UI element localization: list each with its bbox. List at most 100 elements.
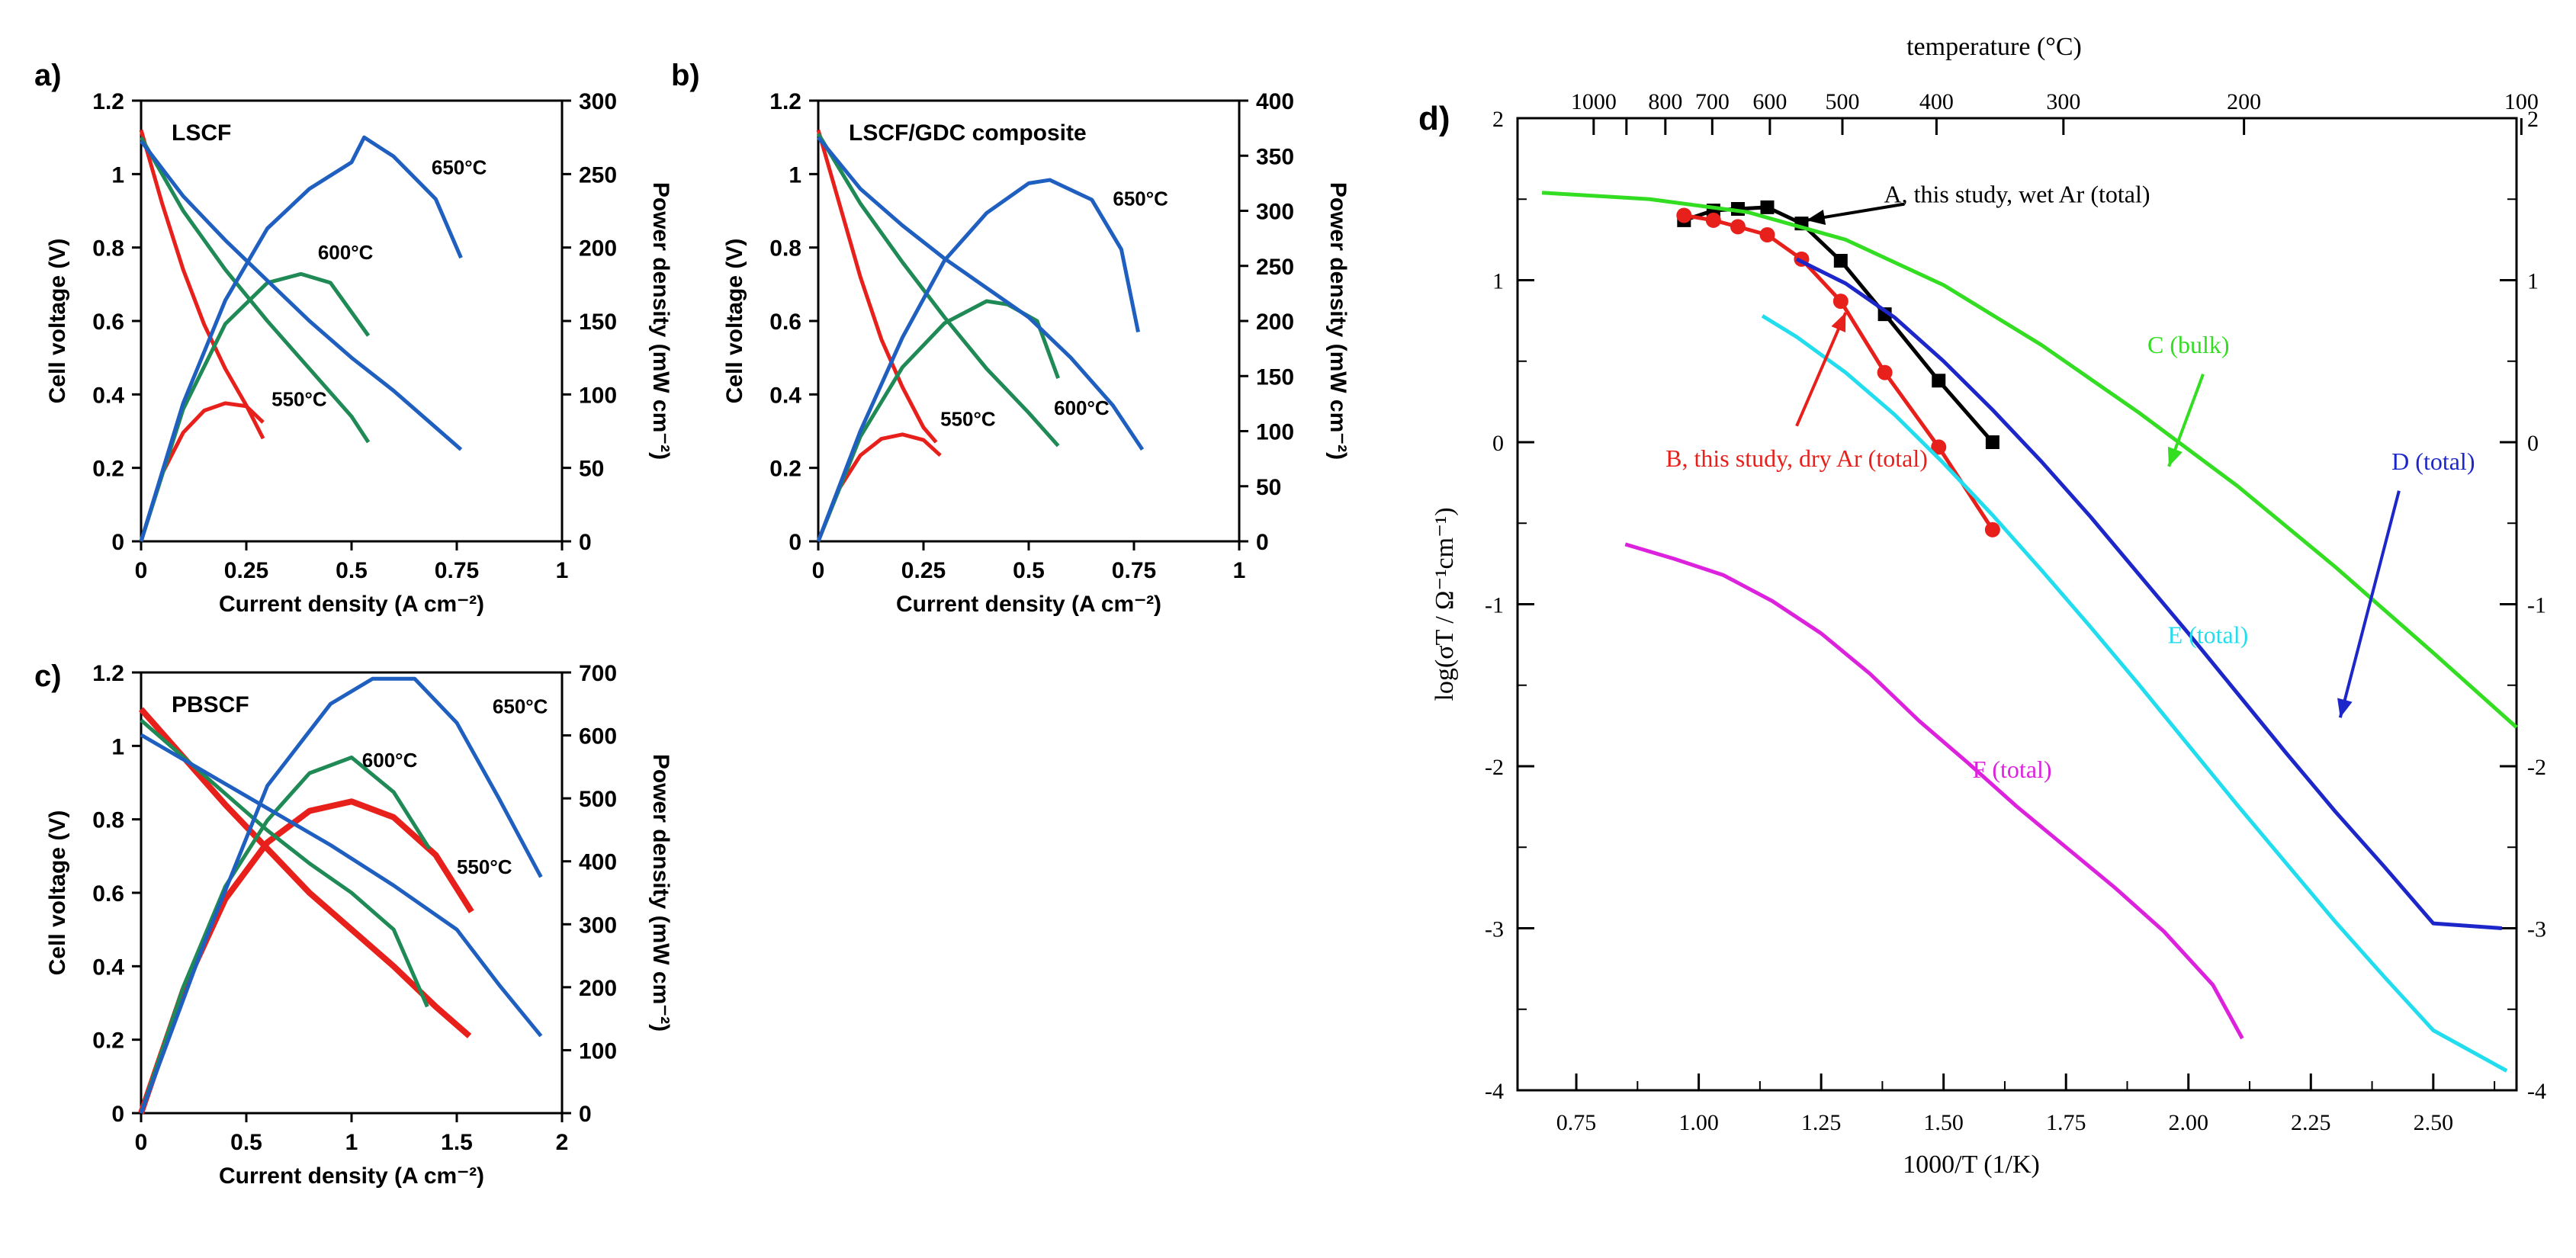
x-axis-title: 1000/T (1/K) — [1903, 1150, 2040, 1179]
annotation-arrow-line — [2338, 490, 2401, 718]
voltage-curve-red — [139, 129, 265, 440]
y2-axis-title: Power density (mW cm⁻²) — [648, 182, 673, 460]
y2-tick-label: 150 — [1256, 364, 1294, 390]
power-curve-green — [816, 299, 1060, 542]
y-tick-label-right: 0 — [2527, 431, 2539, 456]
y-tick-label: 1 — [789, 162, 801, 188]
y-axis-title: Cell voltage (V) — [45, 810, 70, 976]
y-tick-label-right: -2 — [2527, 755, 2546, 780]
x-tick-label: 0.5 — [1013, 558, 1045, 583]
top-tick-label: 1000 — [1571, 89, 1617, 114]
x-axis-title: Current density (A cm⁻²) — [219, 592, 484, 617]
temperature-label: 600°C — [1054, 396, 1110, 419]
y2-tick-label: 0 — [579, 1102, 592, 1127]
y-tick-label-right: 1 — [2527, 269, 2539, 294]
x-axis-title: Current density (A cm⁻²) — [219, 1163, 484, 1189]
top-axis-title: temperature (°C) — [1906, 33, 2082, 61]
x-tick-label: 1.25 — [1801, 1110, 1842, 1135]
y2-tick-label: 0 — [579, 530, 592, 555]
series-label: F (total) — [1973, 756, 2052, 783]
y-tick-label: 0.2 — [769, 457, 801, 482]
y-tick-label: 1 — [111, 734, 124, 759]
top-tick-label: 100 — [2504, 89, 2539, 114]
power-curve-red — [816, 432, 942, 542]
x-tick-label: 2.00 — [2169, 1110, 2209, 1135]
voltage-curve-green — [816, 133, 1060, 448]
y2-axis-title: Power density (mW cm⁻²) — [1325, 182, 1351, 460]
y-tick-label: 0.2 — [92, 457, 124, 482]
temperature-label: 650°C — [432, 156, 487, 178]
y-tick-label: -4 — [1485, 1079, 1504, 1104]
y-tick-label: -3 — [1485, 917, 1504, 942]
y-axis-title: Cell voltage (V) — [45, 239, 70, 404]
series-line-cyan — [1761, 314, 2508, 1073]
temperature-label: 650°C — [493, 695, 548, 718]
power-curve-red — [138, 798, 474, 1115]
x-tick-label: 1.00 — [1678, 1110, 1719, 1135]
panel-label: d) — [1418, 100, 1450, 137]
x-tick-label: 1 — [1233, 558, 1246, 583]
x-tick-label: 1.5 — [441, 1130, 473, 1155]
y-tick-label: 1.2 — [769, 89, 801, 114]
y2-tick-label: 50 — [1256, 475, 1281, 500]
y-tick-label: 0 — [1492, 431, 1504, 456]
top-tick-label: 700 — [1695, 89, 1730, 114]
series-line-navy — [1795, 257, 2502, 930]
annotation-arrow-head — [2337, 698, 2353, 718]
y2-tick-label: 100 — [579, 383, 617, 408]
data-point-circle — [1705, 212, 1721, 228]
y-axis-title: Cell voltage (V) — [722, 239, 747, 404]
top-tick-label: 600 — [1752, 89, 1787, 114]
data-point-circle — [1759, 227, 1775, 242]
temperature-label: 650°C — [1113, 187, 1168, 210]
x-tick-label: 0.75 — [1112, 558, 1156, 583]
x-tick-label: 0.25 — [224, 558, 268, 583]
x-tick-label: 0.5 — [230, 1130, 262, 1155]
y2-tick-label: 200 — [1256, 310, 1294, 335]
series-label: B, this study, dry Ar (total) — [1665, 444, 1928, 472]
x-tick-label: 1.50 — [1923, 1110, 1964, 1135]
power-curve-red — [139, 401, 265, 542]
power-curve-green — [139, 755, 432, 1114]
annotation-arrow-head — [1831, 313, 1846, 332]
temperature-label: 550°C — [457, 855, 512, 878]
x-tick-label: 0.75 — [435, 558, 479, 583]
x-tick-label: 0.25 — [901, 558, 946, 583]
data-point-square — [1833, 254, 1848, 268]
temperature-label: 550°C — [271, 388, 327, 411]
series-label: A, this study, wet Ar (total) — [1884, 181, 2150, 208]
y2-tick-label: 500 — [579, 787, 617, 812]
data-point-square — [1932, 374, 1946, 388]
top-tick-label: 300 — [2046, 89, 2080, 114]
y-tick-label: 0.4 — [92, 955, 124, 980]
power-curve-blue — [816, 178, 1140, 542]
x-tick-label: 0 — [812, 558, 825, 583]
x-tick-label: 2 — [556, 1130, 569, 1155]
y-tick-label: 0.6 — [92, 881, 124, 907]
y2-axis-title: Power density (mW cm⁻²) — [648, 754, 673, 1032]
y-tick-label: 0.8 — [92, 808, 124, 833]
power-curve-green — [139, 271, 371, 542]
power-curve-blue — [139, 135, 463, 542]
panel-d-chart: d) 0.75 1.00 1.25 1.50 1.75 2.00 2.25 2.50 -4 -4 -3… — [1418, 33, 2546, 1179]
top-tick-label: 500 — [1826, 89, 1860, 114]
plot-frame — [817, 99, 1241, 543]
x-tick-label: 1 — [556, 558, 569, 583]
voltage-curve-blue — [140, 733, 543, 1038]
inset-label: LSCF — [172, 120, 231, 146]
y2-tick-label: 350 — [1256, 144, 1294, 169]
y-tick-label: 0.6 — [769, 310, 801, 335]
y2-tick-label: 0 — [1256, 530, 1269, 555]
y2-tick-label: 200 — [579, 236, 617, 262]
x-tick-label: 0.75 — [1556, 1110, 1597, 1135]
x-axis-title: Current density (A cm⁻²) — [896, 592, 1161, 617]
annotation-arrow-line — [1795, 312, 1848, 427]
y-tick-label: 0 — [111, 530, 124, 555]
temperature-label: 550°C — [940, 407, 996, 430]
data-point-circle — [1676, 207, 1692, 223]
inset-label: PBSCF — [172, 692, 249, 717]
temperature-label: 600°C — [318, 241, 374, 264]
